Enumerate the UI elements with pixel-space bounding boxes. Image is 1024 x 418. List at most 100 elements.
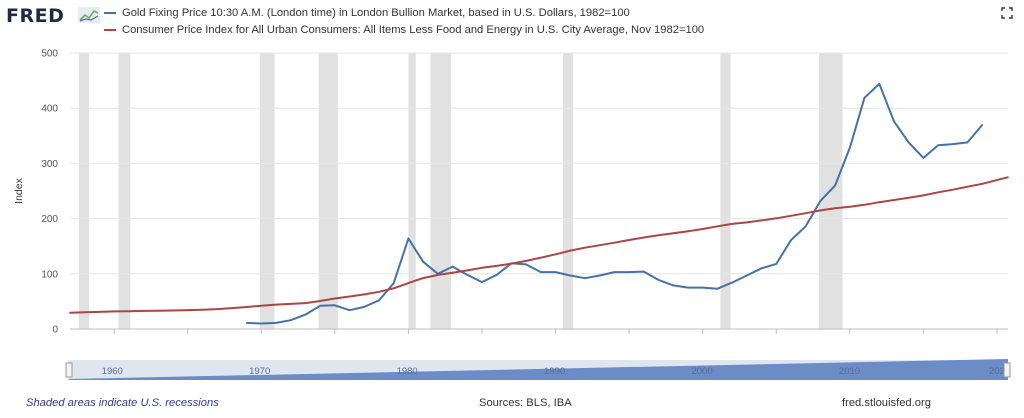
data-point	[245, 306, 248, 308]
fred-logo[interactable]: FRED	[6, 5, 65, 27]
data-point	[849, 206, 851, 208]
sources-text: Sources: BLS, IBA	[479, 397, 572, 409]
data-point	[834, 184, 836, 187]
data-point	[216, 308, 218, 310]
data-point	[495, 274, 498, 276]
data-point	[746, 221, 748, 224]
y-tick-label: 300	[41, 159, 58, 170]
x-tick-label: 2020	[986, 339, 1009, 340]
x-tick-label: 1990	[544, 339, 567, 340]
data-point	[186, 309, 189, 311]
recession-bands	[78, 53, 843, 329]
navigator-label: 1990	[544, 366, 565, 377]
recession-band-5	[430, 53, 452, 329]
recession-band-7	[720, 53, 731, 329]
y-axis-title: Index	[13, 177, 25, 203]
x-tick-label: 1965	[177, 339, 200, 340]
series-1	[69, 176, 1009, 314]
data-point	[731, 223, 733, 225]
data-point	[598, 244, 601, 246]
legend-item-cpi[interactable]: Consumer Price Index for All Urban Consu…	[104, 23, 704, 37]
x-tick-label: 1970	[250, 339, 273, 340]
data-point	[569, 249, 572, 252]
data-point	[466, 274, 469, 276]
data-point	[716, 287, 719, 290]
data-point	[540, 256, 542, 259]
data-point	[657, 279, 660, 281]
navigator-right-handle[interactable]	[1003, 362, 1011, 378]
data-point	[628, 271, 630, 273]
time-navigator[interactable]: 1960 1970 1980 1990 2000 2010 202	[0, 358, 1024, 382]
gridlines	[70, 52, 1008, 330]
data-point	[554, 271, 557, 273]
recession-note[interactable]: Shaded areas indicate U.S. recessions	[26, 397, 219, 409]
data-point	[643, 270, 645, 273]
data-point	[554, 253, 557, 256]
data-point	[422, 277, 424, 279]
data-point	[142, 310, 145, 312]
data-point	[319, 300, 321, 302]
data-point	[348, 309, 351, 312]
data-point	[613, 241, 616, 244]
data-point	[319, 305, 321, 307]
data-point	[231, 307, 233, 309]
navigator-series-area	[68, 359, 1008, 380]
data-point	[687, 286, 689, 289]
data-point	[937, 191, 939, 194]
data-point	[201, 308, 204, 311]
data-point	[69, 311, 71, 314]
data-point	[113, 310, 115, 313]
y-tick-label: 400	[41, 104, 58, 115]
data-point	[907, 141, 910, 144]
data-point	[966, 185, 969, 188]
site-link[interactable]: fred.stlouisfed.org	[842, 397, 931, 409]
x-tick-label: 2010	[839, 339, 862, 340]
data-point	[701, 228, 704, 230]
data-point	[422, 260, 424, 263]
recession-band-4	[408, 53, 416, 329]
data-point	[334, 297, 336, 300]
navigator-label: 202	[989, 366, 1005, 377]
data-point	[157, 309, 160, 312]
data-point	[598, 274, 601, 277]
data-point	[525, 263, 527, 266]
recession-band-0	[78, 53, 90, 329]
series-lines	[69, 82, 1009, 325]
data-point	[790, 214, 792, 217]
data-point	[878, 83, 881, 85]
navigator-label: 2010	[839, 366, 860, 377]
data-point	[481, 266, 483, 269]
navigator-label: 2000	[691, 366, 712, 377]
data-point	[701, 286, 704, 289]
data-point	[893, 199, 895, 201]
legend-item-gold[interactable]: Gold Fixing Price 10:30 A.M. (London tim…	[104, 6, 630, 20]
x-tick-label: 1960	[103, 339, 126, 340]
data-point	[716, 225, 719, 228]
data-point	[746, 274, 748, 277]
data-point	[819, 200, 822, 202]
navigator-left-handle[interactable]	[65, 362, 73, 378]
data-point	[966, 141, 969, 144]
series-line-1	[69, 176, 1009, 314]
navigator-label: 1970	[249, 366, 270, 377]
data-point	[687, 230, 689, 232]
fullscreen-icon[interactable]	[1001, 7, 1013, 19]
x-tick-label: 1975	[324, 339, 347, 340]
recession-band-1	[118, 53, 131, 329]
data-point	[863, 204, 866, 206]
data-point	[760, 267, 763, 270]
data-point	[407, 237, 410, 240]
data-point	[378, 299, 380, 302]
data-point	[672, 232, 675, 235]
data-point	[334, 304, 336, 307]
data-point	[657, 234, 660, 237]
data-point	[731, 281, 733, 284]
navigator-labels: 1960 1970 1980 1990 2000 2010 202	[102, 366, 1005, 377]
x-tick-label: 2000	[692, 339, 715, 340]
data-point	[525, 260, 527, 262]
data-point	[981, 183, 984, 185]
data-point	[1007, 176, 1009, 178]
data-point	[363, 293, 366, 296]
data-point	[804, 225, 807, 228]
y-tick-label: 0	[52, 325, 58, 336]
